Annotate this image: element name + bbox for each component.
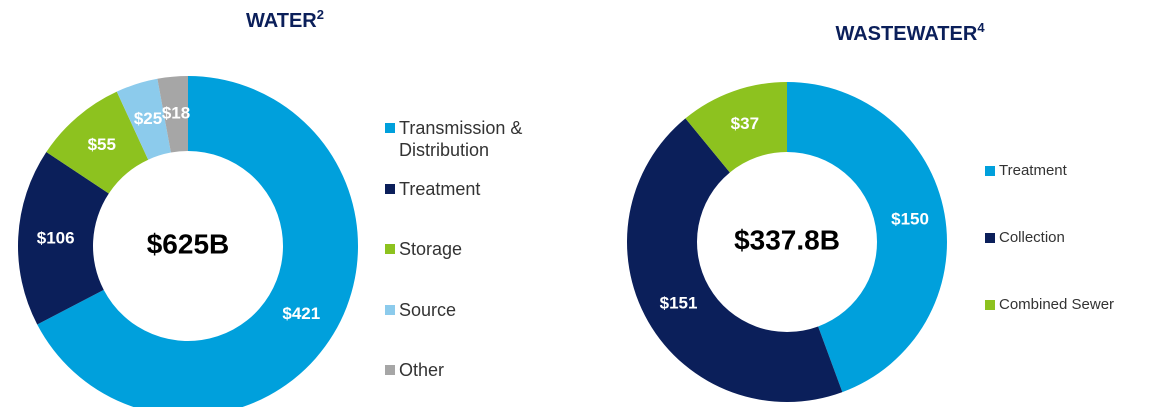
- legend-label: Collection: [999, 229, 1065, 246]
- chart-title: WASTEWATER4: [835, 20, 985, 45]
- data-label: $151: [660, 294, 698, 313]
- legend-swatch: [385, 244, 395, 254]
- donut-segment: [37, 76, 358, 407]
- title-superscript: 2: [317, 7, 324, 22]
- chart-title: WATER2: [246, 7, 324, 32]
- legend-swatch: [385, 183, 395, 194]
- legend-label: Storage: [399, 239, 463, 259]
- donut-segment: [116, 78, 171, 160]
- title-text: WASTEWATER: [835, 23, 977, 45]
- title-superscript: 4: [977, 20, 985, 35]
- donut-segment: [17, 152, 109, 325]
- legend-swatch: [385, 123, 395, 133]
- data-label: $55: [88, 135, 116, 154]
- center-label: $625B: [147, 228, 230, 259]
- legend-swatch: [985, 233, 995, 243]
- legend-item: Combined Sewer: [985, 294, 1155, 316]
- legend-item: Treatment: [385, 178, 535, 200]
- donut-segment: [626, 118, 843, 403]
- donut-segment: [46, 91, 149, 194]
- donut-segment: [685, 82, 787, 173]
- legend-swatch: [385, 304, 395, 315]
- legend-label: Transmission & Distribution: [399, 118, 523, 160]
- legend-label: Other: [399, 360, 445, 380]
- legend-swatch: [385, 365, 395, 375]
- legend-item: Source: [385, 299, 535, 321]
- title-text: WATER: [246, 10, 317, 32]
- legend-item: Collection: [985, 227, 1155, 249]
- legend-label: Treatment: [999, 162, 1067, 179]
- data-label: $106: [37, 228, 75, 247]
- data-label: $18: [162, 104, 190, 123]
- data-label: $25: [134, 109, 162, 128]
- donut-segment: [787, 82, 948, 393]
- legend-label: Combined Sewer: [999, 296, 1115, 313]
- legend-label: Source: [399, 299, 457, 320]
- legend-item: Transmission & Distribution: [385, 117, 535, 161]
- donut-segment: [157, 76, 188, 153]
- data-label: $37: [731, 114, 759, 133]
- legend-swatch: [985, 300, 995, 310]
- data-label: $150: [891, 210, 929, 229]
- legend-label: Treatment: [399, 178, 481, 199]
- data-label: $421: [282, 304, 320, 323]
- legend-item: Storage: [385, 238, 535, 260]
- legend-item: Other: [385, 359, 535, 381]
- legend-swatch: [985, 166, 995, 176]
- legend-item: Treatment: [985, 160, 1155, 182]
- center-label: $337.8B: [734, 224, 840, 255]
